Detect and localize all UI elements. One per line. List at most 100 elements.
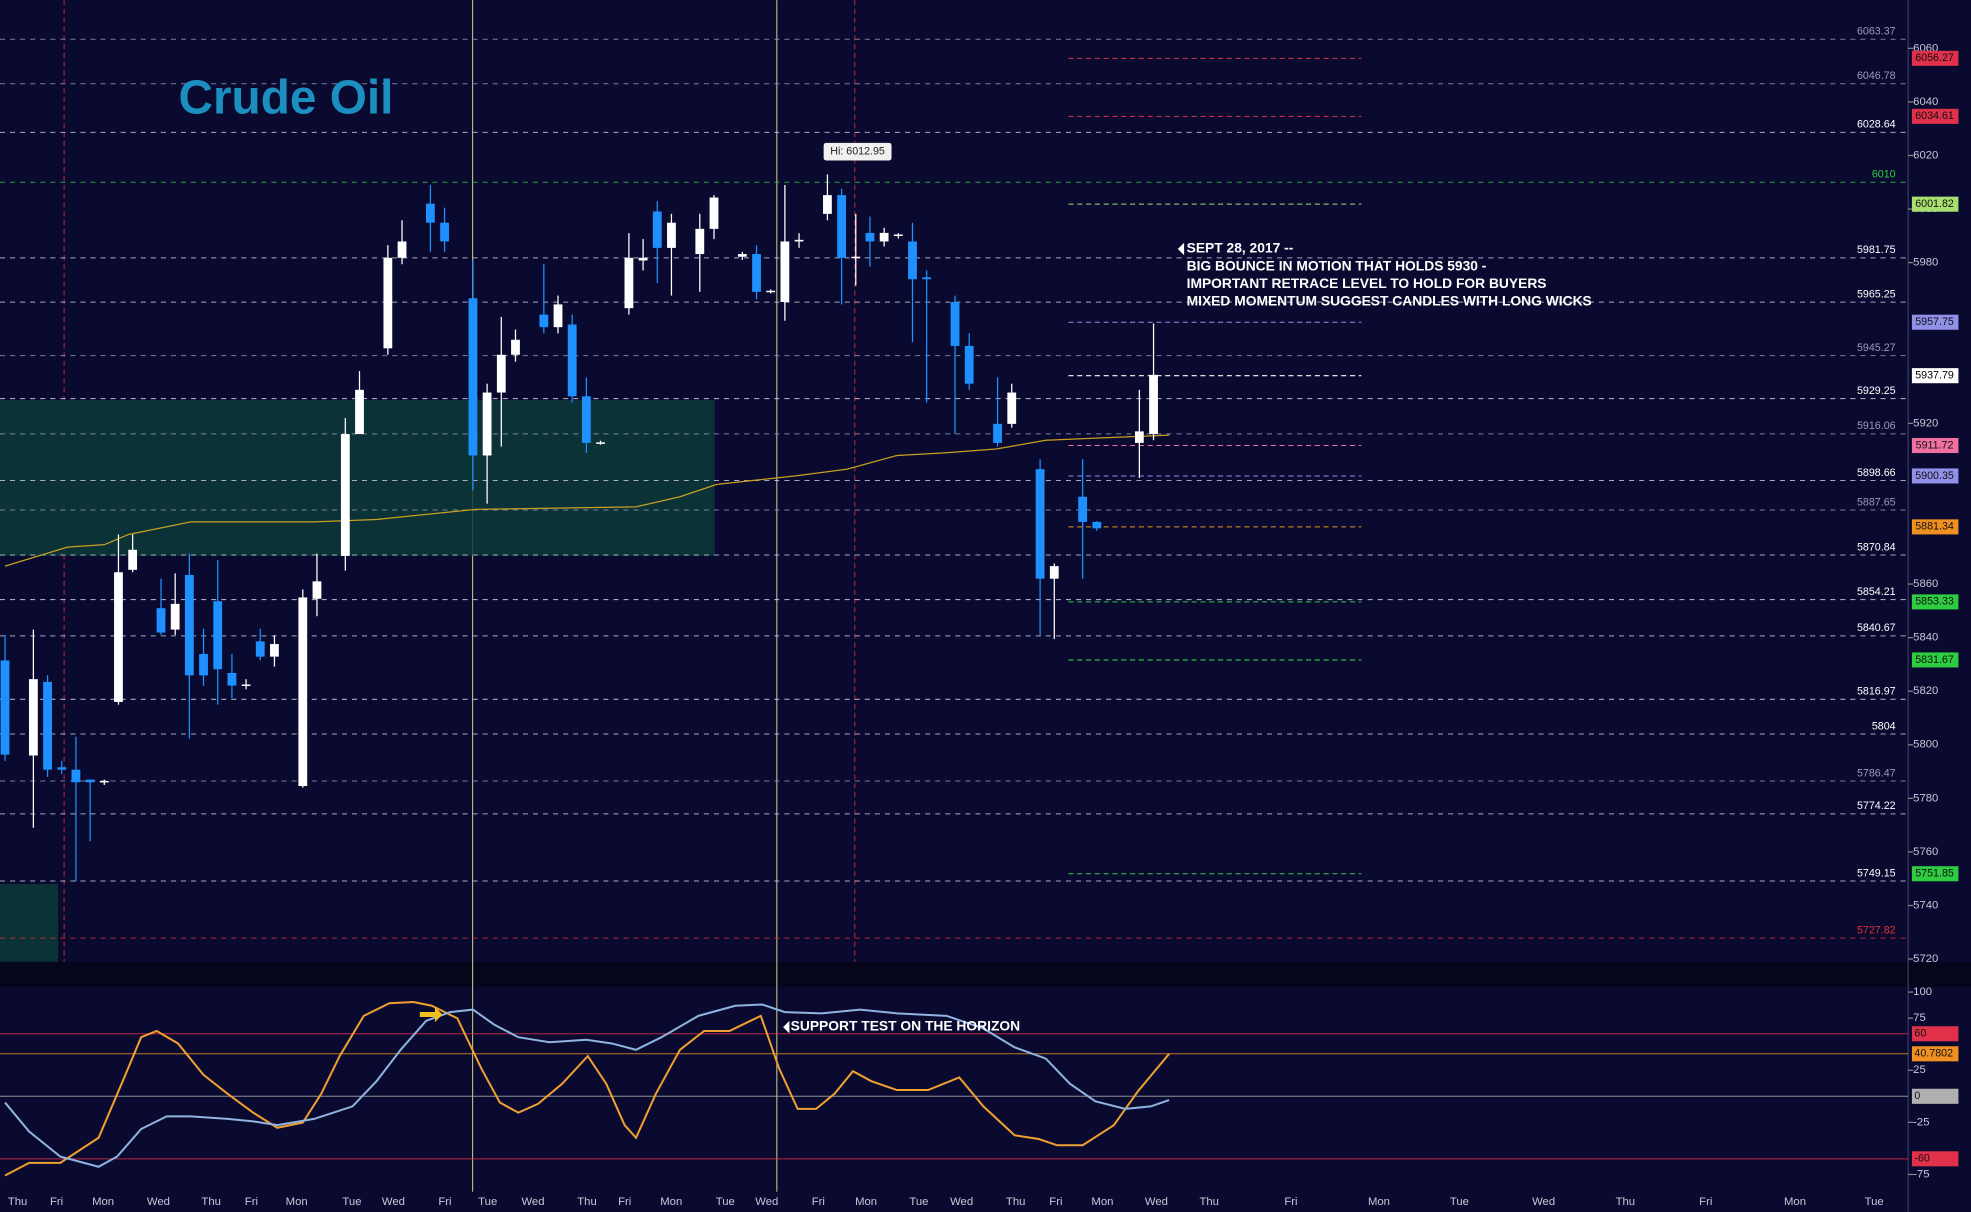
level-label: 5870.84 bbox=[1857, 541, 1896, 553]
marker-box bbox=[1911, 50, 1959, 66]
y-tick-label: 5720 bbox=[1913, 953, 1938, 965]
x-tick-label: Mon bbox=[660, 1196, 682, 1208]
y-tick-label: 6040 bbox=[1913, 96, 1938, 108]
x-tick-label: Wed bbox=[755, 1196, 778, 1208]
level-label: 5981.75 bbox=[1857, 244, 1896, 256]
marker-label: 0 bbox=[1914, 1090, 1920, 1102]
x-tick-label: Wed bbox=[950, 1196, 973, 1208]
candle-body bbox=[85, 779, 95, 783]
level-label: 5727.82 bbox=[1857, 924, 1896, 936]
note-line: IMPORTANT RETRACE LEVEL TO HOLD FOR BUYE… bbox=[1187, 275, 1547, 291]
candle-body bbox=[581, 396, 591, 443]
x-tick-label: Fri bbox=[1284, 1196, 1297, 1208]
candle-body bbox=[1078, 496, 1088, 522]
candle-body bbox=[312, 581, 322, 599]
candle-body bbox=[737, 254, 747, 257]
plot: 6063.37 6046.78 6028.64 6010 5981.75 5965.25 5… bbox=[0, 26, 1959, 1208]
y-tick-label: 75 bbox=[1913, 1012, 1926, 1024]
candle-body bbox=[624, 257, 634, 309]
marker-box bbox=[1911, 1046, 1959, 1062]
annotation-arrow bbox=[783, 1020, 790, 1034]
osc-line bbox=[4, 1000, 1170, 1177]
candle-body bbox=[1049, 566, 1059, 579]
note-line: BIG BOUNCE IN MOTION THAT HOLDS 5930 - bbox=[1187, 257, 1487, 273]
y-tick-label: 5800 bbox=[1913, 739, 1938, 751]
y-tick-label: 5760 bbox=[1913, 846, 1938, 858]
candle-body bbox=[638, 257, 648, 261]
marker-label: 5881.34 bbox=[1915, 521, 1954, 533]
signal-arrow bbox=[419, 1006, 443, 1023]
marker-box bbox=[1911, 108, 1959, 124]
candle-body bbox=[199, 653, 208, 676]
x-tick-label: Fri bbox=[50, 1196, 63, 1208]
level-label: 5887.65 bbox=[1857, 496, 1896, 508]
candle-body bbox=[482, 392, 492, 456]
marker-label: -60 bbox=[1914, 1153, 1929, 1165]
candle-body bbox=[794, 239, 804, 242]
candle-body bbox=[950, 301, 960, 346]
candle-body bbox=[1134, 431, 1144, 443]
candle-body bbox=[780, 241, 790, 302]
level-label: 5774.22 bbox=[1857, 800, 1896, 812]
marker-label: 6034.61 bbox=[1915, 110, 1954, 122]
marker-box bbox=[1911, 437, 1959, 454]
x-tick-label: Wed bbox=[1145, 1196, 1168, 1208]
level-label: 5854.21 bbox=[1857, 586, 1896, 598]
candle-body bbox=[397, 241, 407, 258]
marker-label: 6056.27 bbox=[1915, 52, 1954, 64]
level-label: 5929.25 bbox=[1857, 385, 1896, 397]
y-tick-label: 5820 bbox=[1913, 685, 1938, 697]
marker-box bbox=[1911, 314, 1959, 330]
candle-body bbox=[57, 767, 67, 770]
candle-body bbox=[114, 572, 123, 702]
marker-box bbox=[1911, 519, 1959, 535]
x-tick-label: Fri bbox=[1699, 1196, 1712, 1208]
y-tick-label: -25 bbox=[1913, 1116, 1929, 1128]
candle-body bbox=[255, 641, 265, 657]
candle-body bbox=[213, 601, 223, 670]
zone bbox=[0, 884, 59, 962]
x-tick-label: Thu bbox=[1006, 1196, 1025, 1208]
candle-body bbox=[511, 339, 520, 355]
candle-body bbox=[567, 324, 577, 397]
candle-body bbox=[227, 672, 237, 686]
marker-label: 40.7802 bbox=[1914, 1048, 1953, 1060]
note-line: SEPT 28, 2017 -- bbox=[1187, 240, 1294, 256]
candle-body bbox=[993, 423, 1002, 443]
candle-body bbox=[879, 232, 889, 242]
x-tick-label: Mon bbox=[855, 1196, 877, 1208]
candle-body bbox=[539, 314, 549, 328]
x-tick-label: Thu bbox=[577, 1196, 596, 1208]
marker-label: 6001.82 bbox=[1915, 198, 1954, 210]
marker-label: 5853.33 bbox=[1915, 596, 1954, 608]
y-tick-label: 25 bbox=[1913, 1064, 1926, 1076]
marker-label: 5911.72 bbox=[1916, 439, 1954, 451]
chart-title: Crude Oil bbox=[178, 71, 393, 124]
y-tick-label: 5860 bbox=[1913, 578, 1938, 590]
candle-body bbox=[766, 290, 776, 293]
x-tick-label: Fri bbox=[438, 1196, 451, 1208]
level-label: 5786.47 bbox=[1857, 767, 1896, 779]
candle-body bbox=[71, 769, 81, 783]
candle-body bbox=[709, 197, 719, 229]
marker-box bbox=[1911, 196, 1959, 212]
x-tick-label: Mon bbox=[1091, 1196, 1113, 1208]
candle-body bbox=[1149, 374, 1158, 435]
level-label: 6063.37 bbox=[1857, 26, 1896, 38]
level-label: 5945.27 bbox=[1857, 342, 1896, 354]
candle-body bbox=[184, 574, 194, 676]
candle-body bbox=[28, 679, 38, 756]
marker-box bbox=[1911, 468, 1959, 484]
marker-label: 5831.67 bbox=[1915, 654, 1954, 666]
osc-annotation: SUPPORT TEST ON THE HORIZON bbox=[791, 1018, 1020, 1034]
marker-box bbox=[1911, 1151, 1959, 1167]
marker-label: 5957.75 bbox=[1915, 316, 1954, 328]
candle-body bbox=[652, 211, 662, 248]
marker-label: 60 bbox=[1914, 1028, 1926, 1040]
x-tick-label: Thu bbox=[1616, 1196, 1635, 1208]
note-arrow bbox=[1177, 242, 1185, 256]
x-tick-label: Thu bbox=[8, 1196, 27, 1208]
x-tick-label: Thu bbox=[1200, 1196, 1219, 1208]
x-tick-label: Fri bbox=[812, 1196, 825, 1208]
